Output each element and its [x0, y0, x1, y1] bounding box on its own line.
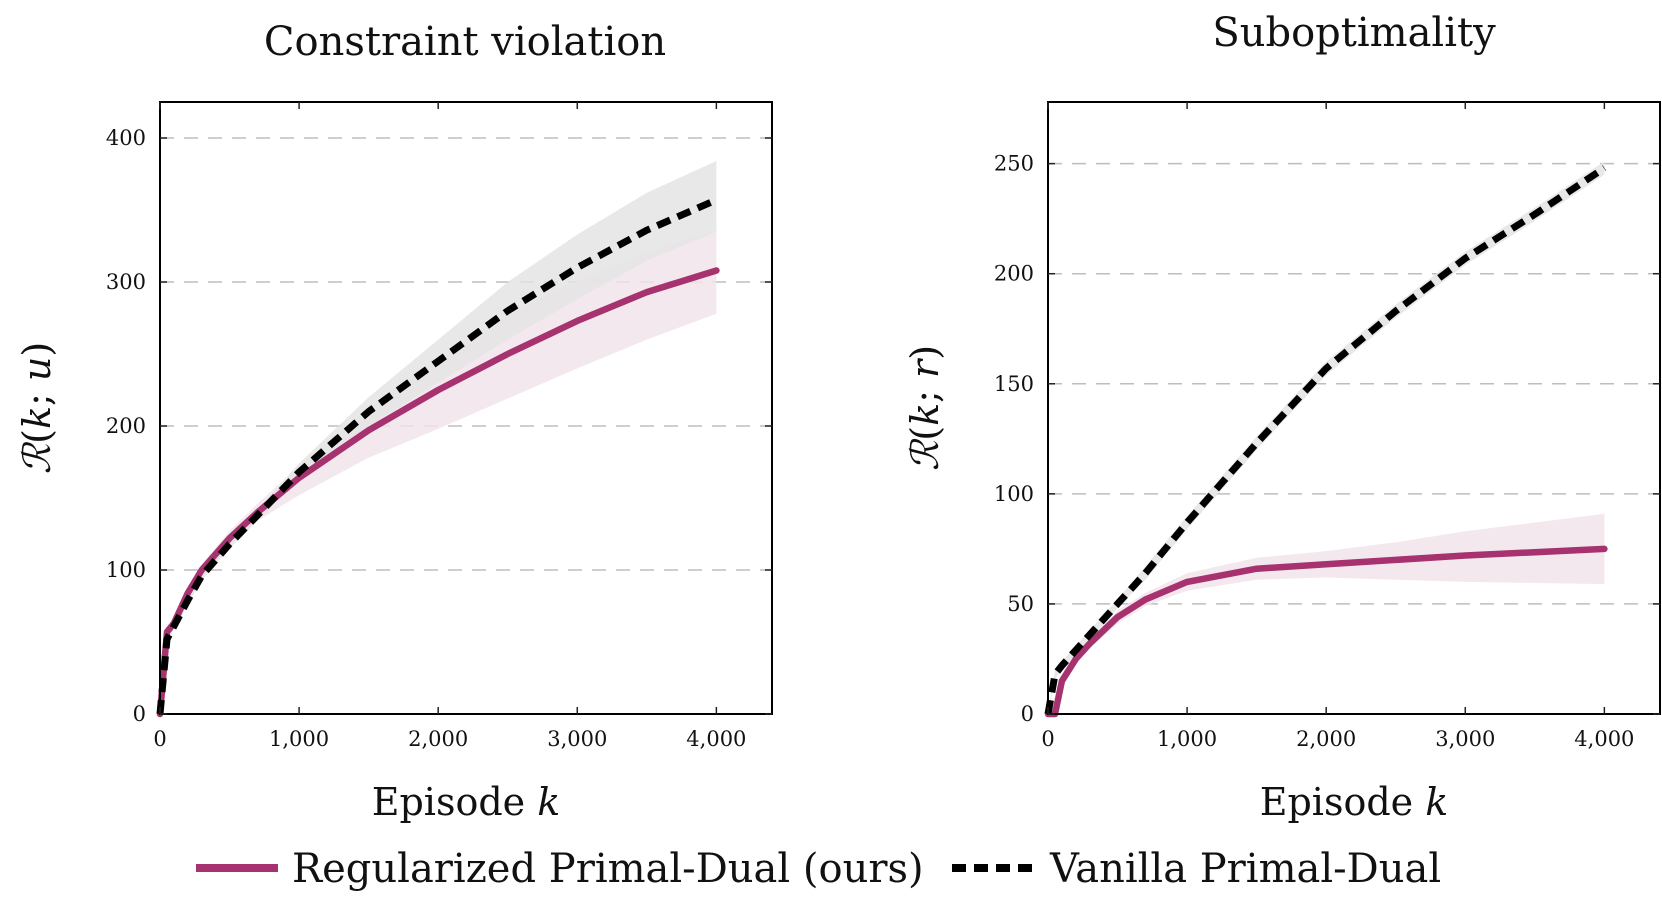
- x-tick-label: 4,000: [686, 727, 746, 751]
- y-tick-label: 400: [106, 126, 146, 150]
- y-axis-label-symbol: ℛ: [903, 438, 947, 471]
- y-axis-label-sep: ;: [903, 378, 947, 403]
- plot-frame: [159, 101, 773, 715]
- y-axis-label-close: ): [15, 342, 59, 357]
- y-tick-label: 250: [994, 152, 1034, 176]
- y-axis-label-open: (: [903, 426, 947, 441]
- series-lines: [1044, 165, 1608, 718]
- series-lines: [156, 196, 720, 718]
- y-tick-label: 300: [106, 270, 146, 294]
- series-line-vanilla: [156, 196, 718, 715]
- y-axis-label-open: (: [15, 429, 59, 444]
- y-axis-label: ℛ(k; r): [903, 345, 947, 471]
- x-axis-label: Episode k: [1260, 780, 1449, 824]
- chart-title: Constraint violation: [264, 19, 666, 65]
- axis-ticks: 0 1,000 2,000 3,000 4,000 0 50 100 150 200 250: [994, 102, 1660, 751]
- y-tick-label: 200: [994, 262, 1034, 286]
- confidence-band: [1048, 161, 1605, 714]
- y-axis-label-symbol: ℛ: [15, 441, 59, 474]
- axis-ticks: 0 1,000 2,000 3,000 4,000 0 100 200 300 400: [106, 102, 772, 751]
- x-tick-label: 2,000: [1296, 727, 1356, 751]
- confidence-band: [160, 161, 717, 714]
- confidence-band: [1048, 513, 1605, 714]
- y-tick-label: 50: [1007, 592, 1034, 616]
- x-axis-label-var: k: [1425, 780, 1448, 824]
- chart-constraint-violation: Constraint violation 0 1,000 2,000 3,000 4,0…: [15, 19, 773, 824]
- y-tick-label: 150: [994, 372, 1034, 396]
- x-axis-label-text: Episode: [1260, 780, 1426, 824]
- y-tick-label: 200: [106, 414, 146, 438]
- y-axis-label-k: k: [903, 403, 947, 426]
- series-line-vanilla: [1044, 165, 1607, 715]
- x-tick-label: 3,000: [547, 727, 607, 751]
- confidence-band: [160, 230, 717, 714]
- x-axis-label: Episode k: [372, 780, 561, 824]
- legend-label-vanilla: Vanilla Primal-Dual: [1049, 846, 1441, 892]
- legend: Regularized Primal-Dual (ours) Vanilla P…: [196, 846, 1441, 892]
- y-tick-label: 100: [994, 482, 1034, 506]
- y-axis-label-sep: ;: [15, 381, 59, 406]
- x-axis-label-var: k: [537, 780, 560, 824]
- x-tick-label: 1,000: [269, 727, 329, 751]
- confidence-bands: [1048, 161, 1605, 714]
- chart-title: Suboptimality: [1212, 10, 1496, 56]
- y-tick-label: 100: [106, 558, 146, 582]
- y-axis-label-k: k: [15, 406, 59, 429]
- plot-frame: [1047, 101, 1661, 715]
- series-line-regularized: [1044, 545, 1608, 718]
- confidence-bands: [160, 161, 717, 714]
- x-tick-label: 1,000: [1157, 727, 1217, 751]
- x-tick-label: 0: [153, 727, 166, 751]
- y-axis-label: ℛ(k; u): [15, 342, 59, 474]
- x-tick-label: 2,000: [408, 727, 468, 751]
- y-axis-label-close: ): [903, 345, 947, 360]
- y-axis-label-r: r: [903, 357, 947, 378]
- x-tick-label: 4,000: [1574, 727, 1634, 751]
- x-axis-label-text: Episode: [372, 780, 538, 824]
- x-tick-label: 0: [1041, 727, 1054, 751]
- y-axis-label-u: u: [15, 357, 59, 381]
- legend-label-regularized: Regularized Primal-Dual (ours): [292, 846, 924, 892]
- x-tick-label: 3,000: [1435, 727, 1495, 751]
- y-tick-label: 0: [1021, 702, 1034, 726]
- chart-suboptimality: Suboptimality 0 1,000 2,000 3,000 4,000 0 50 10…: [903, 10, 1661, 824]
- y-tick-label: 0: [133, 702, 146, 726]
